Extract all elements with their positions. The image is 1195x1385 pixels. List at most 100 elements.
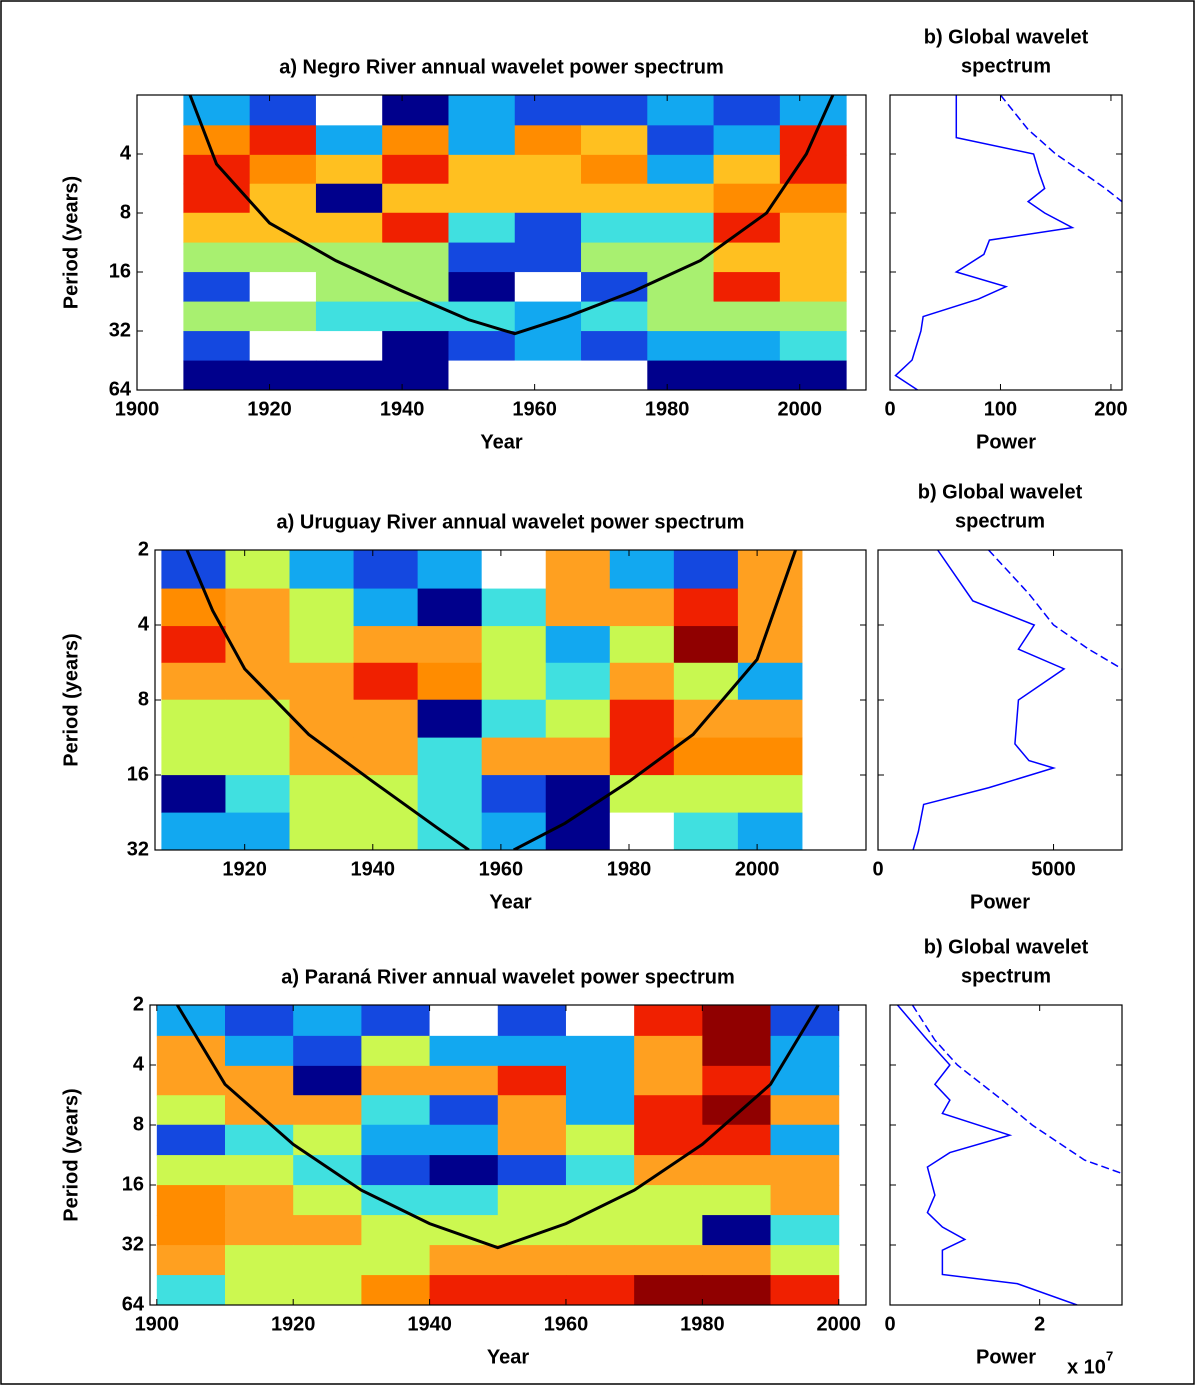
- heat-cell: [634, 1035, 703, 1067]
- heat-cell: [779, 242, 847, 273]
- y-tick-label: 32: [109, 319, 131, 341]
- heat-cell: [417, 699, 483, 739]
- spectrum-line: [894, 95, 1075, 390]
- heat-cell: [382, 125, 449, 156]
- plot-area: [161, 550, 803, 850]
- heat-cell: [581, 95, 648, 126]
- heat-cell: [713, 242, 781, 273]
- heat-cell: [161, 662, 226, 701]
- spectrum-line: [896, 1005, 1078, 1305]
- heat-cell: [225, 1155, 294, 1186]
- heat-cell: [779, 331, 847, 362]
- heat-cell: [225, 737, 291, 776]
- heat-cell: [770, 1275, 840, 1305]
- heat-cell: [514, 360, 582, 390]
- heat-cell: [293, 1095, 362, 1126]
- heat-cell: [481, 812, 547, 850]
- heat-cell: [353, 662, 419, 701]
- heat-cell: [497, 1185, 567, 1216]
- heat-cell: [514, 95, 582, 126]
- heat-cell: [289, 699, 355, 739]
- heat-cell: [225, 550, 291, 590]
- heat-cell: [156, 1095, 226, 1126]
- y-tick-label: 16: [127, 763, 149, 785]
- heat-cell: [545, 699, 611, 739]
- heat-cell: [514, 272, 582, 303]
- heat-cell: [581, 360, 648, 390]
- x-tick-label: 1940: [351, 858, 396, 880]
- chart-title: b) Global wavelet: [918, 481, 1083, 503]
- heat-cell: [609, 626, 675, 664]
- heat-cell: [289, 626, 355, 664]
- x-tick-label: 1920: [271, 1313, 316, 1335]
- heat-cell: [609, 775, 675, 814]
- heat-cell: [293, 1155, 362, 1186]
- heat-cell: [315, 301, 383, 332]
- heat-cell: [609, 550, 675, 590]
- heat-cell: [161, 588, 226, 627]
- chart-title: spectrum: [961, 965, 1051, 987]
- y-tick-label: 4: [138, 613, 150, 635]
- heat-cell: [609, 588, 675, 627]
- heat-cell: [361, 1155, 431, 1186]
- heat-cell: [315, 125, 383, 156]
- heat-cell: [497, 1065, 567, 1096]
- heat-cell: [249, 95, 317, 126]
- panel: b) Global wavelet spectrum x 107 0 2 Power: [884, 936, 1123, 1378]
- heat-cell: [779, 183, 847, 214]
- plot-frame: [877, 549, 1123, 851]
- heat-cell: [289, 662, 355, 701]
- heat-cell: [647, 154, 715, 185]
- x-tick-label: 1960: [479, 858, 524, 880]
- heat-cell: [545, 775, 611, 814]
- y-axis-label: Period (years): [60, 633, 82, 766]
- x-tick-label: 1900: [135, 1313, 180, 1335]
- heat-cell: [382, 183, 449, 214]
- heat-cell: [647, 95, 715, 126]
- heat-cell: [289, 588, 355, 627]
- plot-area: [894, 95, 1122, 390]
- heat-cell: [737, 812, 803, 850]
- y-axis-label: Period (years): [60, 1088, 82, 1221]
- panel: a) Negro River annual wavelet power spec…: [60, 56, 867, 453]
- heat-cell: [156, 1005, 226, 1037]
- heat-cell: [565, 1185, 635, 1216]
- y-tick-label: 4: [133, 1053, 145, 1075]
- heat-cell: [647, 125, 715, 156]
- heat-cell: [770, 1185, 840, 1216]
- heat-cell: [497, 1275, 567, 1305]
- heat-cell: [225, 1065, 294, 1096]
- heat-cell: [673, 737, 739, 776]
- heat-cell: [448, 154, 516, 185]
- heat-cell: [481, 588, 547, 627]
- heat-cell: [448, 272, 516, 303]
- heat-cell: [713, 272, 781, 303]
- heat-cell: [382, 212, 449, 244]
- heat-cell: [497, 1155, 567, 1186]
- heat-cell: [779, 301, 847, 332]
- heat-cell: [713, 301, 781, 332]
- heat-cell: [382, 95, 449, 126]
- heat-cell: [634, 1275, 703, 1305]
- heat-cell: [514, 154, 582, 185]
- heat-cell: [382, 331, 449, 362]
- heat-cell: [417, 588, 483, 627]
- heat-cell: [545, 588, 611, 627]
- heat-cell: [702, 1185, 772, 1216]
- heat-cell: [361, 1275, 431, 1305]
- heat-cell: [713, 125, 781, 156]
- heat-cell: [497, 1095, 567, 1126]
- cone-of-influence: [185, 550, 797, 850]
- heat-cell: [156, 1155, 226, 1186]
- heat-cell: [293, 1185, 362, 1216]
- x-axis-label: Year: [480, 431, 522, 453]
- heat-cell: [225, 1035, 294, 1067]
- heat-cell: [315, 95, 383, 126]
- heat-cell: [289, 812, 355, 850]
- axis-multiplier: x 10: [1067, 1356, 1106, 1378]
- plot-area: [896, 1005, 1122, 1305]
- heat-cell: [770, 1035, 840, 1067]
- heat-cell: [293, 1245, 362, 1276]
